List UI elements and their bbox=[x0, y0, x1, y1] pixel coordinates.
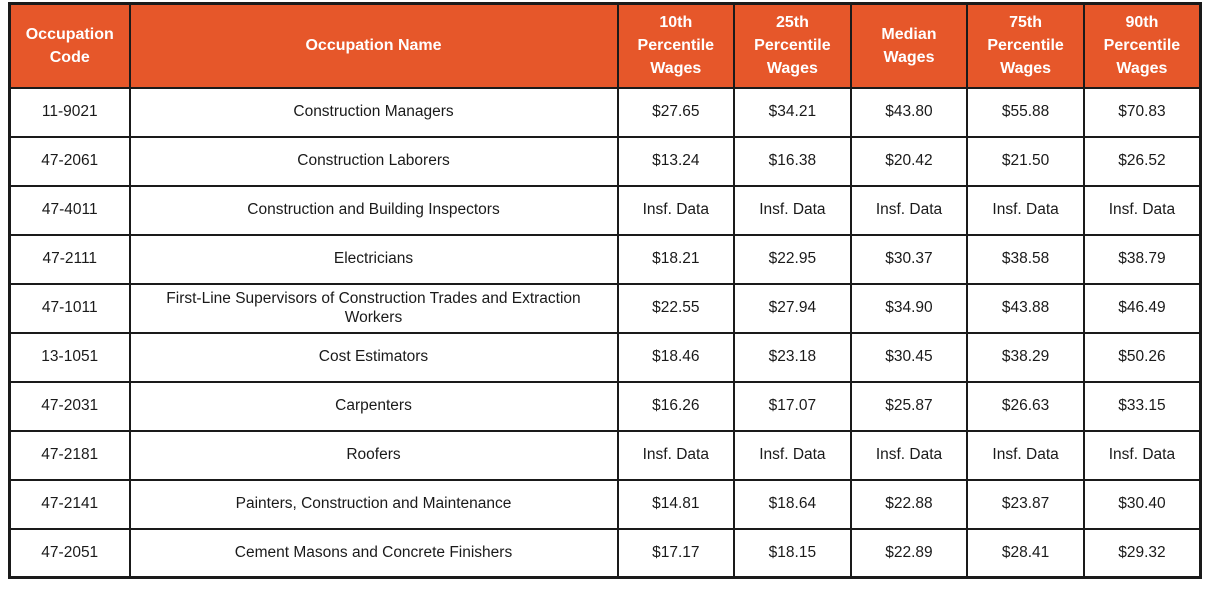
occupation-name-cell: Carpenters bbox=[128, 380, 619, 432]
wage-cell: Insf. Data bbox=[733, 184, 852, 236]
wage-cell: $43.80 bbox=[849, 86, 969, 138]
occupation-code-cell: 47-4011 bbox=[8, 184, 131, 236]
occupation-name-cell: Construction Managers bbox=[128, 86, 619, 138]
table-row: 47-2111 Electricians $18.21 $22.95 $30.37 $38… bbox=[8, 233, 1202, 285]
occupation-code-cell: 47-2051 bbox=[8, 527, 131, 579]
occupation-code-cell: 47-2111 bbox=[8, 233, 131, 285]
wage-cell: $46.49 bbox=[1082, 282, 1202, 334]
table-header: Occupation Code Occupation Name 10th Per… bbox=[8, 2, 1202, 89]
occupation-name-cell: Cement Masons and Concrete Finishers bbox=[128, 527, 619, 579]
header-90th-percentile-wages: 90th Percentile Wages bbox=[1082, 2, 1202, 89]
occupation-code-cell: 47-2061 bbox=[8, 135, 131, 187]
occupation-name-cell: Cost Estimators bbox=[128, 331, 619, 383]
wage-cell: $20.42 bbox=[849, 135, 969, 187]
table-body: 11-9021 Construction Managers $27.65 $34.21… bbox=[8, 86, 1202, 579]
wage-cell: $21.50 bbox=[966, 135, 1085, 187]
wage-cell: $26.52 bbox=[1082, 135, 1202, 187]
wage-cell: $28.41 bbox=[966, 527, 1085, 579]
wage-cell: Insf. Data bbox=[966, 429, 1085, 481]
wage-cell: $34.21 bbox=[733, 86, 852, 138]
wage-cell: $22.89 bbox=[849, 527, 969, 579]
header-median-wages: Median Wages bbox=[849, 2, 969, 89]
table-row: 47-2141 Painters, Construction and Mainte… bbox=[8, 478, 1202, 530]
header-10th-percentile-wages: 10th Percentile Wages bbox=[616, 2, 736, 89]
wage-cell: $27.65 bbox=[616, 86, 736, 138]
wage-cell: $16.38 bbox=[733, 135, 852, 187]
table-row: 11-9021 Construction Managers $27.65 $34.21… bbox=[8, 86, 1202, 138]
occupation-code-cell: 47-2181 bbox=[8, 429, 131, 481]
wage-cell: Insf. Data bbox=[1082, 184, 1202, 236]
wage-cell: $18.64 bbox=[733, 478, 852, 530]
wage-cell: $22.88 bbox=[849, 478, 969, 530]
occupation-code-cell: 11-9021 bbox=[8, 86, 131, 138]
occupation-name-cell: Roofers bbox=[128, 429, 619, 481]
wage-cell: Insf. Data bbox=[849, 184, 969, 236]
occupation-name-cell: Electricians bbox=[128, 233, 619, 285]
wage-cell: $30.45 bbox=[849, 331, 969, 383]
wage-cell: $17.17 bbox=[616, 527, 736, 579]
wage-cell: $27.94 bbox=[733, 282, 852, 334]
wage-cell: $18.21 bbox=[616, 233, 736, 285]
occupation-name-cell: Construction Laborers bbox=[128, 135, 619, 187]
wage-cell: $14.81 bbox=[616, 478, 736, 530]
occupation-name-cell: First-Line Supervisors of Construction T… bbox=[128, 282, 619, 334]
occupation-code-cell: 47-1011 bbox=[8, 282, 131, 334]
wage-cell: $17.07 bbox=[733, 380, 852, 432]
wage-cell: $34.90 bbox=[849, 282, 969, 334]
wage-cell: $16.26 bbox=[616, 380, 736, 432]
wage-cell: $18.46 bbox=[616, 331, 736, 383]
header-25th-percentile-wages: 25th Percentile Wages bbox=[733, 2, 852, 89]
wage-cell: $29.32 bbox=[1082, 527, 1202, 579]
wage-cell: Insf. Data bbox=[849, 429, 969, 481]
wage-cell: $13.24 bbox=[616, 135, 736, 187]
wage-cell: $22.55 bbox=[616, 282, 736, 334]
wage-cell: $50.26 bbox=[1082, 331, 1202, 383]
occupation-code-cell: 13-1051 bbox=[8, 331, 131, 383]
wage-cell: Insf. Data bbox=[616, 429, 736, 481]
occupation-code-cell: 47-2141 bbox=[8, 478, 131, 530]
header-occupation-name: Occupation Name bbox=[128, 2, 619, 89]
occupation-name-cell: Painters, Construction and Maintenance bbox=[128, 478, 619, 530]
wage-cell: $23.18 bbox=[733, 331, 852, 383]
table-row: 47-2031 Carpenters $16.26 $17.07 $25.87 $26.6… bbox=[8, 380, 1202, 432]
wage-cell: $22.95 bbox=[733, 233, 852, 285]
wage-cell: $70.83 bbox=[1082, 86, 1202, 138]
table-row: 47-2061 Construction Laborers $13.24 $16.38… bbox=[8, 135, 1202, 187]
wage-cell: $26.63 bbox=[966, 380, 1085, 432]
table-row: 47-1011 First-Line Supervisors of Constru… bbox=[8, 282, 1202, 334]
wage-cell: Insf. Data bbox=[1082, 429, 1202, 481]
wage-cell: $30.37 bbox=[849, 233, 969, 285]
table-row: 47-2181 Roofers Insf. Data Insf. Data Insf. … bbox=[8, 429, 1202, 481]
table-row: 13-1051 Cost Estimators $18.46 $23.18 $30.45… bbox=[8, 331, 1202, 383]
wage-cell: $38.58 bbox=[966, 233, 1085, 285]
wage-cell: $55.88 bbox=[966, 86, 1085, 138]
wage-cell: $33.15 bbox=[1082, 380, 1202, 432]
wage-cell: Insf. Data bbox=[966, 184, 1085, 236]
wage-cell: $38.29 bbox=[966, 331, 1085, 383]
wage-cell: $30.40 bbox=[1082, 478, 1202, 530]
header-row: Occupation Code Occupation Name 10th Per… bbox=[8, 2, 1202, 89]
wage-cell: Insf. Data bbox=[616, 184, 736, 236]
wage-cell: $23.87 bbox=[966, 478, 1085, 530]
occupation-code-cell: 47-2031 bbox=[8, 380, 131, 432]
wage-cell: Insf. Data bbox=[733, 429, 852, 481]
occupation-name-cell: Construction and Building Inspectors bbox=[128, 184, 619, 236]
table-row: 47-4011 Construction and Building Inspect… bbox=[8, 184, 1202, 236]
wage-cell: $43.88 bbox=[966, 282, 1085, 334]
table-row: 47-2051 Cement Masons and Concrete Finish… bbox=[8, 527, 1202, 579]
header-occupation-code: Occupation Code bbox=[8, 2, 131, 89]
occupation-wages-table: Occupation Code Occupation Name 10th Per… bbox=[8, 2, 1202, 579]
wage-cell: $38.79 bbox=[1082, 233, 1202, 285]
wage-cell: $25.87 bbox=[849, 380, 969, 432]
header-75th-percentile-wages: 75th Percentile Wages bbox=[966, 2, 1085, 89]
wage-cell: $18.15 bbox=[733, 527, 852, 579]
